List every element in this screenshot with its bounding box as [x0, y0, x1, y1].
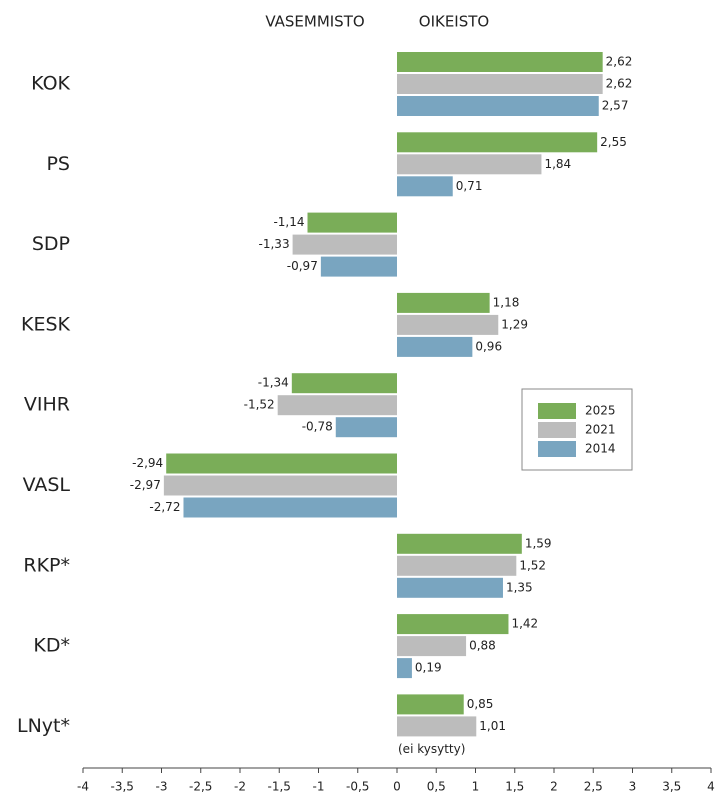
- value-label: 1,29: [501, 317, 528, 331]
- x-tick-label: -3,5: [111, 780, 134, 794]
- category-label: RKP*: [23, 554, 70, 576]
- bar: [397, 336, 473, 357]
- category-label: KD*: [33, 635, 70, 657]
- value-label: -0,78: [302, 420, 333, 434]
- bar: [397, 716, 477, 737]
- x-tick-label: 0: [393, 780, 401, 794]
- value-label: 1,84: [544, 157, 571, 171]
- bar: [292, 234, 397, 255]
- category-label: SDP: [32, 233, 70, 255]
- x-tick-label: -0,5: [346, 780, 369, 794]
- legend-label: 2021: [585, 423, 616, 437]
- bar: [183, 497, 397, 518]
- x-tick-label: -3: [156, 780, 168, 794]
- category-label: KOK: [31, 73, 70, 95]
- x-tick-label: 1,5: [505, 780, 524, 794]
- bar: [397, 74, 603, 94]
- x-tick-label: -2: [234, 780, 246, 794]
- value-label: 1,01: [479, 719, 506, 733]
- bar: [163, 475, 397, 496]
- value-label: 2,62: [606, 55, 633, 69]
- bar: [166, 453, 397, 474]
- bar: [397, 577, 503, 598]
- legend-label: 2025: [585, 404, 616, 418]
- bar: [397, 694, 464, 715]
- x-tick-label: -1,5: [268, 780, 291, 794]
- x-tick-label: 2,5: [584, 780, 603, 794]
- value-label: 0,19: [415, 661, 442, 675]
- x-tick-label: 0,5: [427, 780, 446, 794]
- category-label: VIHR: [24, 394, 70, 416]
- value-label: 0,96: [475, 339, 502, 353]
- value-label: -1,52: [244, 398, 275, 412]
- value-label: 1,42: [511, 617, 538, 631]
- bar: [397, 555, 517, 576]
- x-tick-label: -1: [313, 780, 325, 794]
- value-label: 0,71: [456, 179, 483, 193]
- value-label: 0,88: [469, 639, 496, 653]
- bar: [397, 614, 509, 635]
- legend-swatch: [538, 422, 576, 438]
- legend-label: 2014: [585, 442, 616, 456]
- bar: [397, 292, 490, 313]
- value-label: 1,59: [525, 536, 552, 550]
- category-label: LNyt*: [17, 715, 70, 737]
- value-label: -2,72: [149, 500, 180, 514]
- x-tick-label: 1: [472, 780, 480, 794]
- bar: [335, 417, 397, 438]
- bar: [277, 395, 397, 416]
- bar: [397, 154, 542, 175]
- header-right: OIKEISTO: [419, 13, 489, 31]
- x-tick-label: -2,5: [189, 780, 212, 794]
- bar: [291, 373, 397, 394]
- category-label: PS: [46, 153, 70, 175]
- value-label: 0,85: [467, 697, 494, 711]
- category-label: KESK: [21, 313, 71, 335]
- value-label: -1,33: [259, 237, 290, 251]
- bar: [397, 52, 603, 72]
- bar: [397, 96, 599, 116]
- x-tick-label: -4: [77, 780, 89, 794]
- value-label: 1,18: [493, 295, 520, 309]
- bar: [397, 314, 499, 335]
- value-label: 1,35: [506, 580, 533, 594]
- bar: [320, 256, 397, 277]
- bar: [397, 533, 522, 554]
- value-label: 2,57: [602, 99, 629, 113]
- annotation: (ei kysytty): [398, 742, 465, 756]
- value-label: -2,94: [132, 456, 163, 470]
- bar: [307, 212, 397, 233]
- value-label: -1,14: [273, 215, 304, 229]
- legend-swatch: [538, 403, 576, 419]
- bar: [397, 132, 598, 153]
- value-label: 2,62: [606, 77, 633, 91]
- legend-swatch: [538, 441, 576, 457]
- header-left: VASEMMISTO: [265, 13, 364, 31]
- value-label: 1,52: [519, 558, 546, 572]
- x-tick-label: 4: [707, 780, 715, 794]
- x-tick-label: 2: [550, 780, 558, 794]
- value-label: -0,97: [287, 259, 318, 273]
- value-label: -1,34: [258, 376, 289, 390]
- bar: [397, 636, 467, 657]
- value-label: 2,55: [600, 135, 627, 149]
- x-tick-label: 3,5: [662, 780, 681, 794]
- value-label: -2,97: [130, 478, 161, 492]
- x-tick-label: 3: [629, 780, 637, 794]
- bar: [397, 658, 412, 679]
- category-label: VASL: [23, 474, 71, 496]
- bar: [397, 176, 453, 197]
